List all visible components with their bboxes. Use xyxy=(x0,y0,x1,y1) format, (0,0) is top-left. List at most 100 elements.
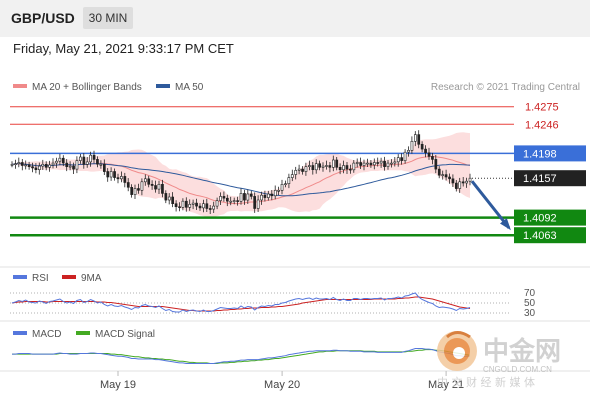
candle-body xyxy=(287,177,291,185)
candle-body xyxy=(215,200,219,207)
candle-body xyxy=(147,178,151,185)
candle-body xyxy=(407,150,410,153)
candle-body xyxy=(51,162,55,166)
copyright-label: Research © 2021 Trading Central xyxy=(431,82,580,93)
candle-body xyxy=(130,187,134,195)
candle-body xyxy=(174,203,178,207)
candle-body xyxy=(68,165,72,168)
forecast-arrow-shaft xyxy=(470,180,511,229)
candle-body xyxy=(137,188,140,191)
candle-body xyxy=(253,196,257,209)
candle-body xyxy=(167,196,171,201)
candle-body xyxy=(61,157,65,164)
candle-body xyxy=(437,168,441,176)
candle-body xyxy=(14,163,17,165)
candle-body xyxy=(188,204,192,208)
rsi-legend-label: RSI xyxy=(32,273,49,284)
candle-body xyxy=(304,166,308,172)
candle-body xyxy=(20,162,24,166)
macd-line xyxy=(12,348,470,364)
candle-body xyxy=(266,193,270,198)
candle-body xyxy=(195,202,198,207)
symbol-label: GBP/USD xyxy=(11,10,75,26)
candlesticks xyxy=(10,130,472,214)
macd-signal-legend-swatch xyxy=(76,331,90,335)
candle-body xyxy=(185,200,188,208)
candle-body xyxy=(75,160,79,170)
candle-body xyxy=(232,200,236,202)
candle-body xyxy=(431,156,434,160)
candle-body xyxy=(297,168,301,171)
candle-body xyxy=(263,194,267,198)
rsi-tick-label-2: 30 xyxy=(524,308,536,319)
candle-body xyxy=(362,162,366,166)
candle-body xyxy=(202,203,205,209)
candle-body xyxy=(256,199,260,209)
candle-body xyxy=(150,184,154,186)
candle-body xyxy=(243,193,246,201)
candle-body xyxy=(37,165,41,171)
price-legend: MA 20 + Bollinger Bands MA 50 xyxy=(13,82,204,93)
candle-body xyxy=(24,164,28,167)
candle-body xyxy=(461,181,465,184)
candle-body xyxy=(410,141,414,151)
candle-body xyxy=(226,197,229,202)
candle-body xyxy=(164,193,168,201)
candle-body xyxy=(229,200,233,203)
last-price-tag xyxy=(514,170,586,187)
candle-body xyxy=(444,174,448,178)
candle-body xyxy=(284,183,287,185)
ma50-legend-label: MA 50 xyxy=(175,82,204,93)
chart-datetime: Friday, May 21, 2021 9:33:17 PM CET xyxy=(13,41,234,56)
candle-body xyxy=(191,202,195,205)
candle-body xyxy=(208,208,212,210)
level-label-support-4: 1.4063 xyxy=(523,230,557,242)
candle-body xyxy=(260,194,263,201)
candle-body xyxy=(249,193,253,197)
timeframe-button[interactable]: 30 MIN xyxy=(83,7,133,29)
candle-body xyxy=(396,157,400,163)
candle-body xyxy=(386,162,390,168)
candle-body xyxy=(10,164,14,166)
rsi-tick-label-1: 50 xyxy=(524,298,536,309)
level-label-pivot-2: 1.4198 xyxy=(523,148,557,160)
level-label-resistance-1: 1.4246 xyxy=(525,119,559,131)
candle-body xyxy=(96,159,99,165)
cngold-logo-icon xyxy=(437,331,477,371)
cngold-watermark: 中金网 CNGOLD.COM.CN 中 文 财 经 新 媒 体 xyxy=(437,331,561,389)
candle-body xyxy=(178,206,181,208)
candle-body xyxy=(451,178,455,184)
candle-body xyxy=(311,165,315,170)
candle-body xyxy=(103,164,106,172)
candle-body xyxy=(427,152,431,157)
candle-body xyxy=(277,190,281,192)
rsi-ma-legend-swatch xyxy=(62,275,76,279)
candle-body xyxy=(441,174,445,176)
candle-body xyxy=(34,167,38,170)
candle-body xyxy=(48,164,51,168)
candle-body xyxy=(236,200,240,202)
candle-body xyxy=(331,159,335,168)
candle-body xyxy=(280,184,284,191)
candle-body xyxy=(420,144,424,150)
candle-body xyxy=(17,162,21,165)
last-price-label: 1.4157 xyxy=(523,173,557,185)
candle-body xyxy=(239,193,243,202)
candle-body xyxy=(157,184,161,190)
candle-body xyxy=(58,157,62,162)
candle-body xyxy=(413,134,417,142)
candle-body xyxy=(113,171,116,178)
candle-body xyxy=(342,165,345,170)
rsi-ma-line xyxy=(11,296,471,312)
candle-body xyxy=(403,151,407,161)
candle-body xyxy=(126,182,130,188)
candle-body xyxy=(270,193,274,197)
candle-body xyxy=(219,196,222,201)
candle-body xyxy=(44,164,48,168)
candle-body xyxy=(352,162,356,171)
candle-body xyxy=(294,170,298,175)
candle-body xyxy=(454,182,458,189)
candle-body xyxy=(154,185,157,190)
watermark-url: CNGOLD.COM.CN xyxy=(483,365,552,374)
